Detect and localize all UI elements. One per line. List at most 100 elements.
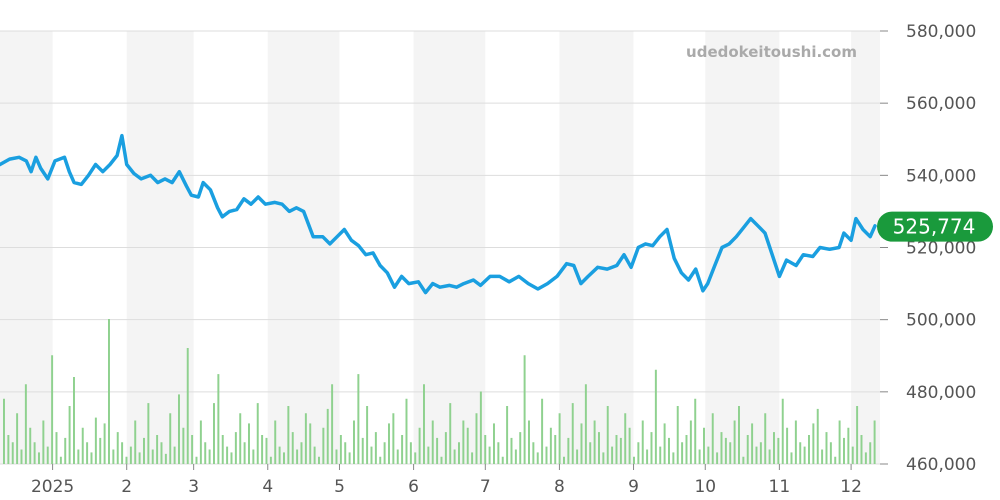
volume-bar — [318, 456, 320, 464]
volume-bar — [213, 403, 215, 464]
volume-bar — [331, 384, 334, 464]
volume-bar — [11, 442, 14, 464]
volume-bar — [414, 452, 417, 464]
volume-bar — [300, 442, 303, 464]
volume-bar — [90, 452, 93, 464]
volume-bar — [73, 377, 75, 464]
volume-bar — [611, 446, 614, 464]
volume-bar — [777, 437, 780, 464]
volume-bar — [3, 398, 5, 464]
volume-bar — [869, 442, 872, 464]
volume-bar — [156, 435, 159, 464]
volume-bar — [602, 452, 605, 464]
volume-bar — [742, 456, 745, 464]
volume-bar — [768, 449, 771, 464]
volume-bar — [94, 417, 97, 464]
volume-bar — [458, 442, 460, 464]
volume-bar — [274, 420, 277, 464]
y-axis-ticks: 460,000 480,000 500,000 520,000 540,000 560,0… — [880, 22, 976, 475]
volume-bar — [265, 437, 268, 464]
y-tick-label: 540,000 — [906, 166, 976, 186]
volume-bar — [195, 456, 198, 464]
volume-bar — [860, 435, 863, 464]
volume-bar — [471, 452, 474, 464]
volume-bar — [514, 449, 517, 464]
volume-bar — [291, 432, 294, 464]
volume-bar — [479, 391, 482, 464]
volume-bar — [239, 413, 242, 464]
volume-bar — [134, 420, 137, 464]
volume-bar — [440, 456, 443, 464]
volume-bar — [786, 427, 789, 464]
volume-bar — [221, 435, 224, 464]
volume-bar — [453, 449, 456, 464]
volume-bar — [16, 413, 19, 464]
volume-bar — [834, 456, 837, 464]
volume-bar — [462, 420, 465, 464]
volume-bar — [287, 406, 290, 464]
volume-bar — [42, 420, 45, 464]
volume-bar — [379, 456, 382, 464]
volume-bar — [77, 449, 80, 464]
y-tick-label: 580,000 — [906, 22, 976, 42]
volume-bar — [759, 442, 762, 464]
volume-bar — [182, 427, 185, 464]
x-tick-label: 6 — [408, 477, 419, 497]
volume-bar — [567, 437, 570, 464]
volume-bar — [186, 348, 189, 464]
volume-bar — [523, 355, 526, 464]
volume-bar — [843, 437, 845, 464]
volume-bar — [344, 442, 347, 464]
volume-bar — [864, 452, 867, 464]
volume-bar — [541, 398, 544, 464]
volume-bar — [252, 449, 255, 464]
volume-bar — [475, 413, 478, 464]
volume-bar — [374, 432, 377, 464]
volume-bar — [571, 403, 574, 464]
x-axis-ticks: 2025 2 3 4 5 6 7 8 9 10 11 12 — [31, 464, 862, 497]
volume-bar — [580, 423, 583, 464]
volume-bar — [24, 384, 27, 464]
watermark: udedokeitoushi.com — [686, 43, 857, 61]
volume-bar — [361, 437, 364, 464]
x-tick-label: 2 — [121, 477, 132, 497]
volume-bar — [628, 427, 631, 464]
volume-bar — [7, 435, 10, 464]
volume-bar — [493, 423, 495, 464]
volume-bar — [584, 384, 587, 464]
volume-bar — [738, 406, 740, 464]
volume-bar — [248, 423, 250, 464]
volume-bar — [650, 432, 653, 464]
volume-bar — [191, 435, 194, 464]
volume-bar — [606, 406, 609, 464]
volume-bar — [484, 435, 487, 464]
volume-bar — [707, 446, 710, 464]
volume-bar — [733, 420, 736, 464]
volume-bar — [794, 420, 797, 464]
volume-bar — [663, 423, 666, 464]
x-tick-label: 2025 — [31, 477, 74, 497]
volume-bar — [103, 423, 106, 464]
volume-bar — [366, 406, 369, 464]
volume-bar — [121, 442, 124, 464]
volume-bar — [703, 427, 705, 464]
volume-bar — [108, 319, 110, 464]
volume-bar — [431, 420, 434, 464]
volume-bar — [532, 442, 535, 464]
volume-bar — [847, 427, 850, 464]
volume-bar — [304, 413, 307, 464]
volume-bar — [720, 432, 723, 464]
volume-bar — [143, 437, 145, 464]
last-price-label: 525,774 — [893, 215, 976, 239]
volume-bar — [436, 437, 439, 464]
volume-bar — [829, 442, 832, 464]
volume-bar — [164, 453, 167, 464]
y-tick-label: 560,000 — [906, 94, 976, 114]
volume-bar — [873, 420, 876, 464]
volume-bar — [799, 442, 802, 464]
volume-bar — [729, 442, 732, 464]
volume-bar — [405, 398, 408, 464]
y-tick-label: 500,000 — [906, 311, 976, 331]
y-tick-label: 480,000 — [906, 383, 976, 403]
